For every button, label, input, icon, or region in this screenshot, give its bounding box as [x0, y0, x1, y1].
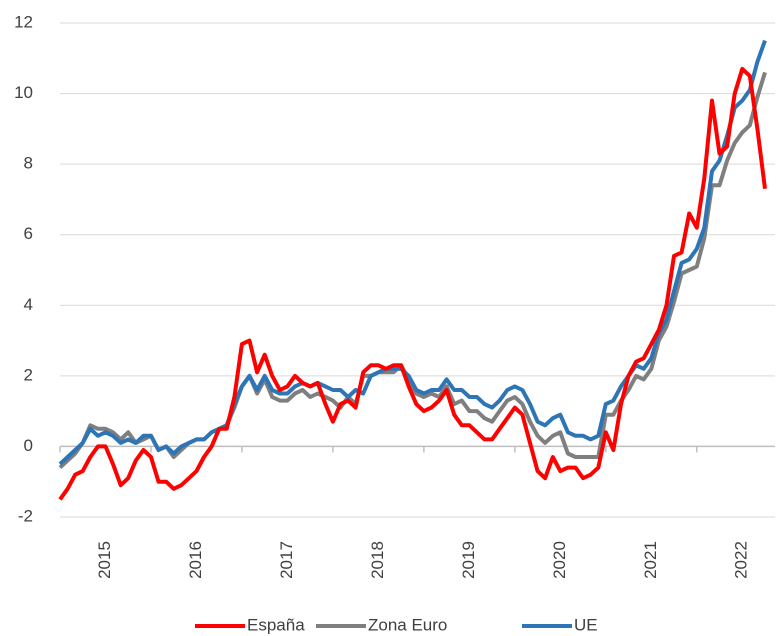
series-line	[58, 39, 767, 466]
x-tick-label: 2016	[186, 541, 205, 579]
x-tick-label: 2021	[641, 541, 660, 579]
y-tick-label: -2	[18, 506, 33, 525]
x-tick-label: 2018	[368, 541, 387, 579]
y-tick-label: 2	[24, 365, 33, 384]
x-tick-label: 2017	[277, 541, 296, 579]
y-tick-label: 4	[24, 295, 33, 314]
x-tick-label: 2015	[95, 541, 114, 579]
x-tick-label: 2022	[732, 541, 751, 579]
x-tick-label: 2020	[550, 541, 569, 579]
y-tick-label: 10	[14, 83, 33, 102]
series-line	[58, 66, 767, 501]
legend-label: UE	[574, 615, 598, 634]
legend-label: Zona Euro	[368, 615, 447, 634]
series-line	[58, 71, 767, 470]
legend-label: España	[247, 615, 305, 634]
y-tick-label: 6	[24, 224, 33, 243]
x-tick-label: 2019	[459, 541, 478, 579]
y-tick-label: 8	[24, 154, 33, 173]
y-tick-label: 0	[24, 436, 33, 455]
y-tick-label: 12	[14, 12, 33, 31]
